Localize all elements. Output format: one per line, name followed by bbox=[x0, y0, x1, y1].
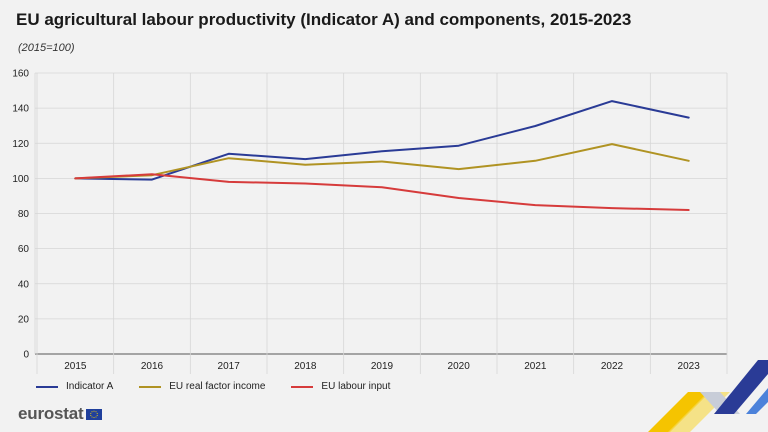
y-tick-label: 0 bbox=[23, 350, 29, 361]
legend-swatch bbox=[139, 385, 162, 388]
legend-item: Indicator A bbox=[36, 381, 113, 392]
y-tick-label: 160 bbox=[12, 69, 29, 80]
series-line-3 bbox=[74, 173, 690, 211]
legend-label: EU labour input bbox=[321, 381, 391, 392]
legend-swatch bbox=[36, 385, 58, 388]
series-line-1 bbox=[74, 100, 690, 181]
x-tick-label: 2019 bbox=[371, 361, 394, 372]
legend-item: EU labour input bbox=[291, 381, 390, 392]
series-layer bbox=[74, 100, 690, 211]
decorative-stripes bbox=[648, 360, 768, 432]
axis-layer: 0 20 40 60 80 100 120 140 160 2015 2016 2017 2018 201… bbox=[12, 69, 700, 373]
y-tick-label: 120 bbox=[12, 139, 29, 150]
x-tick-label: 2017 bbox=[218, 361, 241, 372]
series-line-2 bbox=[74, 143, 690, 180]
legend: Indicator A EU real factor income EU labou… bbox=[36, 381, 416, 392]
brand-name: eurostat bbox=[18, 404, 84, 423]
y-tick-label: 60 bbox=[18, 244, 30, 255]
x-tick-label: 2018 bbox=[294, 361, 317, 372]
y-tick-label: 140 bbox=[12, 104, 29, 115]
legend-label: Indicator A bbox=[66, 381, 114, 392]
grid-layer bbox=[34, 72, 728, 374]
chart-title: EU agricultural labour productivity (Ind… bbox=[16, 10, 632, 29]
x-tick-label: 2015 bbox=[64, 361, 87, 372]
y-tick-label: 20 bbox=[18, 314, 30, 325]
chart-subtitle: (2015=100) bbox=[18, 42, 75, 54]
y-tick-label: 80 bbox=[18, 209, 30, 220]
x-tick-label: 2020 bbox=[448, 361, 471, 372]
x-tick-label: 2021 bbox=[524, 361, 547, 372]
y-tick-label: 100 bbox=[12, 174, 29, 185]
legend-label: EU real factor income bbox=[169, 381, 266, 392]
x-tick-label: 2022 bbox=[601, 361, 624, 372]
x-tick-label: 2023 bbox=[678, 361, 701, 372]
y-tick-label: 40 bbox=[18, 279, 30, 290]
legend-swatch bbox=[291, 385, 314, 388]
eu-flag-icon bbox=[86, 408, 103, 420]
eurostat-logo: eurostat bbox=[18, 404, 103, 424]
x-tick-label: 2016 bbox=[141, 361, 164, 372]
legend-item: EU real factor income bbox=[139, 381, 265, 392]
